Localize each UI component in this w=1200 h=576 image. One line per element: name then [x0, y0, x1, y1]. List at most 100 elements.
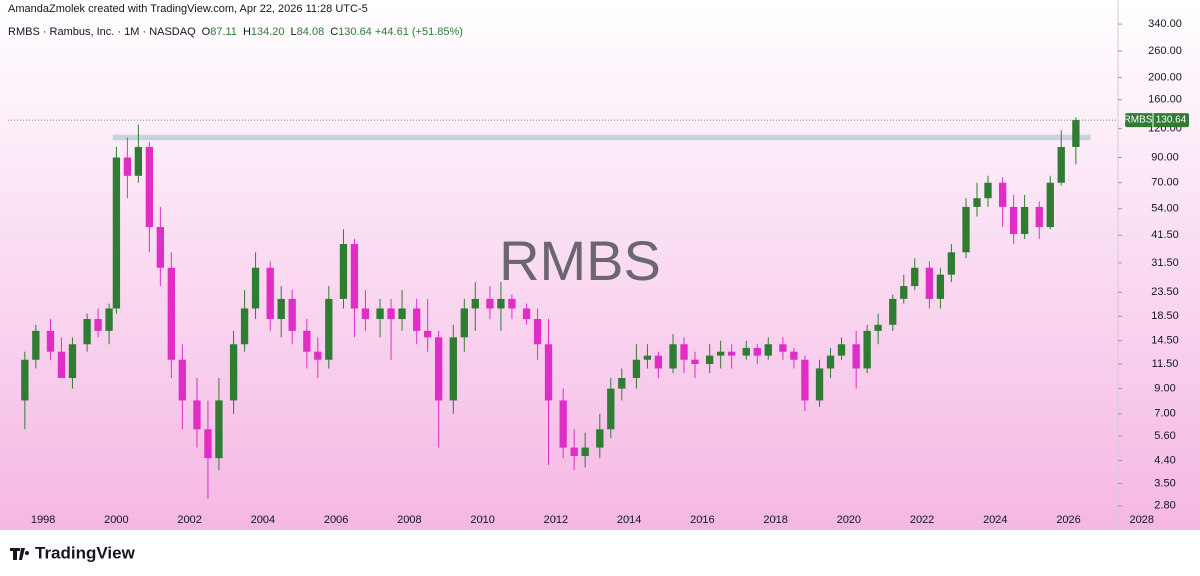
x-tick-label: 2008 [397, 514, 421, 526]
candle-body [325, 298, 333, 360]
candle-body [376, 308, 384, 320]
y-tick-label: 41.50 [1151, 229, 1179, 241]
candle-body [544, 344, 553, 401]
candle-body [435, 337, 443, 401]
candle-body [57, 351, 66, 379]
y-tick-label: 160.00 [1148, 94, 1182, 106]
candle-body [193, 400, 201, 430]
y-tick-label: 2.80 [1154, 500, 1175, 512]
candle-body [240, 308, 249, 345]
candle-body [1057, 146, 1065, 183]
candle-body [801, 359, 809, 401]
candle-body [178, 359, 186, 401]
candle-body [911, 267, 919, 287]
candle-body [94, 319, 102, 331]
candle-body [486, 298, 494, 309]
x-tick-label: 2024 [983, 514, 1007, 526]
ohlc-value: 84.08 [296, 26, 325, 38]
candle-body [815, 368, 824, 401]
candle-body [471, 298, 479, 309]
candle-body [706, 355, 714, 365]
brand-logo: TradingView [10, 543, 136, 562]
candle-body [387, 308, 395, 320]
ohlc-value: 130.64 [338, 26, 372, 38]
candle-body [215, 400, 223, 459]
y-tick-label: 23.50 [1151, 286, 1179, 298]
candle-body [764, 344, 772, 356]
y-tick-label: 3.50 [1154, 477, 1175, 489]
y-tick-label: 340.00 [1148, 18, 1182, 30]
candle-body [204, 429, 212, 459]
candle-body [413, 308, 421, 331]
x-tick-label: 2028 [1130, 514, 1154, 526]
candle-body [288, 298, 296, 331]
candle-body [889, 298, 897, 325]
candle-body [156, 227, 165, 268]
x-tick-label: 2012 [544, 514, 568, 526]
candle-body [863, 330, 871, 369]
attribution: AmandaZmolek created with TradingView.co… [8, 3, 368, 15]
candle-body [497, 298, 505, 309]
y-tick-label: 4.40 [1154, 454, 1175, 466]
x-tick-label: 2004 [251, 514, 275, 526]
candle-body [134, 146, 143, 176]
candle-body [998, 182, 1007, 207]
candle-body [112, 157, 121, 309]
candle-body [339, 244, 348, 299]
candle-body [266, 267, 274, 320]
candle-body [607, 388, 615, 430]
x-tick-label: 2016 [690, 514, 714, 526]
candle-body [947, 252, 956, 275]
candle-body [145, 146, 154, 228]
symbol: RMBS · Rambus, Inc. · 1M · NASDAQ [8, 26, 196, 38]
candle-body [105, 308, 113, 331]
ohlc-label: C [330, 26, 339, 38]
candle-body [570, 447, 578, 456]
candle-body [1020, 206, 1029, 234]
candle-body [21, 359, 29, 401]
candle-body [779, 344, 787, 352]
candle-body [303, 330, 311, 352]
x-tick-label: 2018 [763, 514, 787, 526]
x-tick-label: 2022 [910, 514, 934, 526]
watermark: RMBS [499, 229, 661, 292]
y-tick-label: 260.00 [1148, 45, 1182, 57]
y-tick-label: 200.00 [1148, 71, 1182, 83]
candle-body [618, 378, 626, 389]
x-tick-label: 2010 [470, 514, 494, 526]
ohlc-value: 87.11 [210, 26, 237, 38]
candle-body [962, 206, 970, 253]
candle-body [167, 267, 175, 360]
ohlc-label: H [242, 26, 251, 38]
x-tick-label: 2014 [617, 514, 641, 526]
last-price-tag [1125, 113, 1189, 128]
x-tick-label: 2002 [177, 514, 201, 526]
y-tick-label: 9.00 [1154, 383, 1175, 395]
candle-body [632, 359, 641, 379]
symbol-legend: RMBS · Rambus, Inc. · 1M · NASDAQ O87.11 H… [8, 26, 463, 38]
x-tick-label: 2026 [1056, 514, 1080, 526]
candle-body [1046, 182, 1054, 228]
candle-body [350, 244, 359, 309]
candle-body [68, 344, 77, 379]
candle-body [522, 308, 531, 320]
candle-body [973, 198, 981, 207]
candle-body [559, 400, 567, 448]
candle-body [852, 344, 860, 369]
candle-body [251, 267, 260, 309]
last-price-label: 130.64 [1156, 115, 1187, 126]
candle-body [753, 347, 761, 356]
candle-body [229, 344, 238, 401]
change: +44.61 (+51.85%) [374, 26, 463, 38]
candle-body [424, 330, 432, 338]
y-tick-label: 54.00 [1151, 203, 1179, 215]
candle-body [837, 344, 846, 356]
y-tick-label: 18.50 [1151, 310, 1179, 322]
candle-body [643, 355, 652, 360]
candle-body [533, 319, 542, 345]
candle-body [669, 344, 677, 369]
candle-body [727, 351, 736, 356]
x-tick-label: 2006 [324, 514, 348, 526]
brand: TradingView [35, 543, 136, 562]
x-tick-label: 2000 [104, 514, 128, 526]
